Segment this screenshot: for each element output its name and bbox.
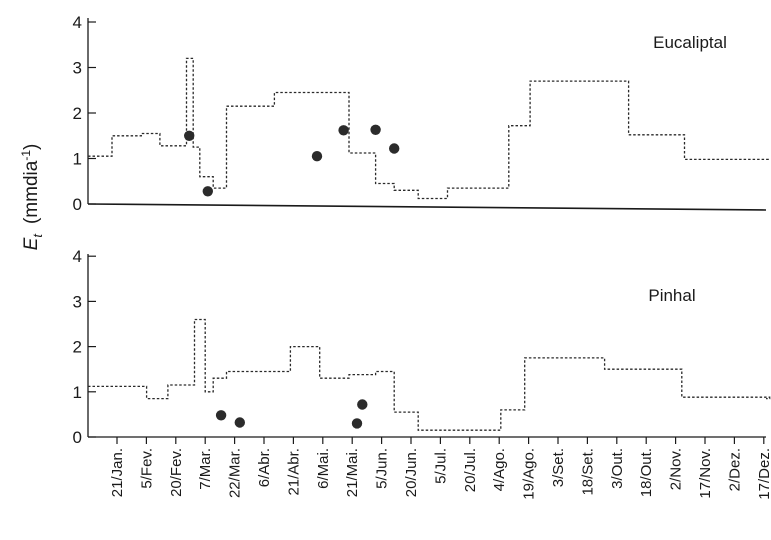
panel-pinhal: 0 1 2 3 4 Pinhal: [73, 247, 771, 447]
data-point: [202, 186, 213, 197]
x-tick-label: 18/Out.: [638, 448, 655, 497]
data-point: [338, 125, 349, 136]
x-axis: 21/Jan. 5/Fev. 20/Fev. 7/Mar. 22/Mar. 6/Abr. 2…: [88, 436, 771, 500]
ylabel: Et(mmdia-1): [19, 144, 45, 251]
y-tick-label: 4: [73, 13, 82, 32]
x-tick-label: 21/Abr.: [285, 448, 302, 496]
x-tick-label: 20/Jul.: [462, 448, 479, 492]
y-tick-label: 2: [73, 338, 82, 357]
x-tick-label: 19/Ago.: [521, 448, 538, 500]
data-point: [351, 418, 363, 429]
y-tick-label: 3: [73, 59, 82, 78]
x-tick-label: 5/Fev.: [138, 448, 155, 489]
x-tick-label: 21/Mai.: [344, 448, 361, 497]
y-tick-label: 1: [73, 383, 82, 402]
x-tick-label: 20/Jun.: [403, 448, 420, 497]
y-tick-label: 1: [73, 150, 82, 169]
x-tick-label: 2/Nov.: [668, 448, 685, 490]
y-tick-label: 4: [73, 247, 82, 266]
data-point: [311, 151, 323, 162]
x-tick-label: 4/Ago.: [491, 448, 508, 491]
x-tick-label: 7/Mar.: [197, 448, 214, 490]
panel-title: Eucaliptal: [653, 33, 727, 52]
y-tick-label: 0: [73, 428, 82, 447]
step-series-line: [88, 57, 770, 200]
x-tick-label: 5/Jun.: [374, 448, 391, 489]
y-tick-label: 3: [73, 292, 82, 311]
panels: 0 1 2 3 4 Eucaliptal 0 1 2 3 4 Pinhal: [73, 13, 771, 447]
data-point: [215, 410, 227, 421]
data-point: [370, 124, 381, 135]
x-tick-label: 20/Fev.: [168, 448, 185, 497]
x-tick-label: 17/Dez.: [756, 448, 771, 500]
x-tick-label: 3/Out.: [609, 448, 626, 489]
x-tick-label: 21/Jan.: [109, 448, 126, 497]
zero-line: [87, 203, 767, 211]
data-point: [357, 399, 368, 410]
y-tick-label: 2: [73, 104, 82, 123]
data-point: [234, 417, 245, 428]
panel-eucaliptal: 0 1 2 3 4 Eucaliptal: [73, 13, 770, 214]
y-tick-label: 0: [73, 195, 82, 214]
data-point: [184, 130, 195, 141]
panel-title: Pinhal: [648, 286, 695, 305]
x-tick-label: 22/Mar.: [227, 448, 244, 498]
step-series-line: [88, 318, 771, 431]
x-tick-label: 18/Set.: [579, 448, 596, 496]
x-tick-label: 6/Mai.: [315, 448, 332, 489]
data-point: [389, 143, 400, 154]
x-tick-label: 6/Abr.: [256, 448, 273, 487]
x-tick-label: 2/Dez.: [726, 448, 743, 491]
x-tick-label: 3/Set.: [550, 448, 567, 487]
x-tick-label: 17/Nov.: [697, 448, 714, 499]
x-tick-label: 5/Jul.: [432, 448, 449, 484]
